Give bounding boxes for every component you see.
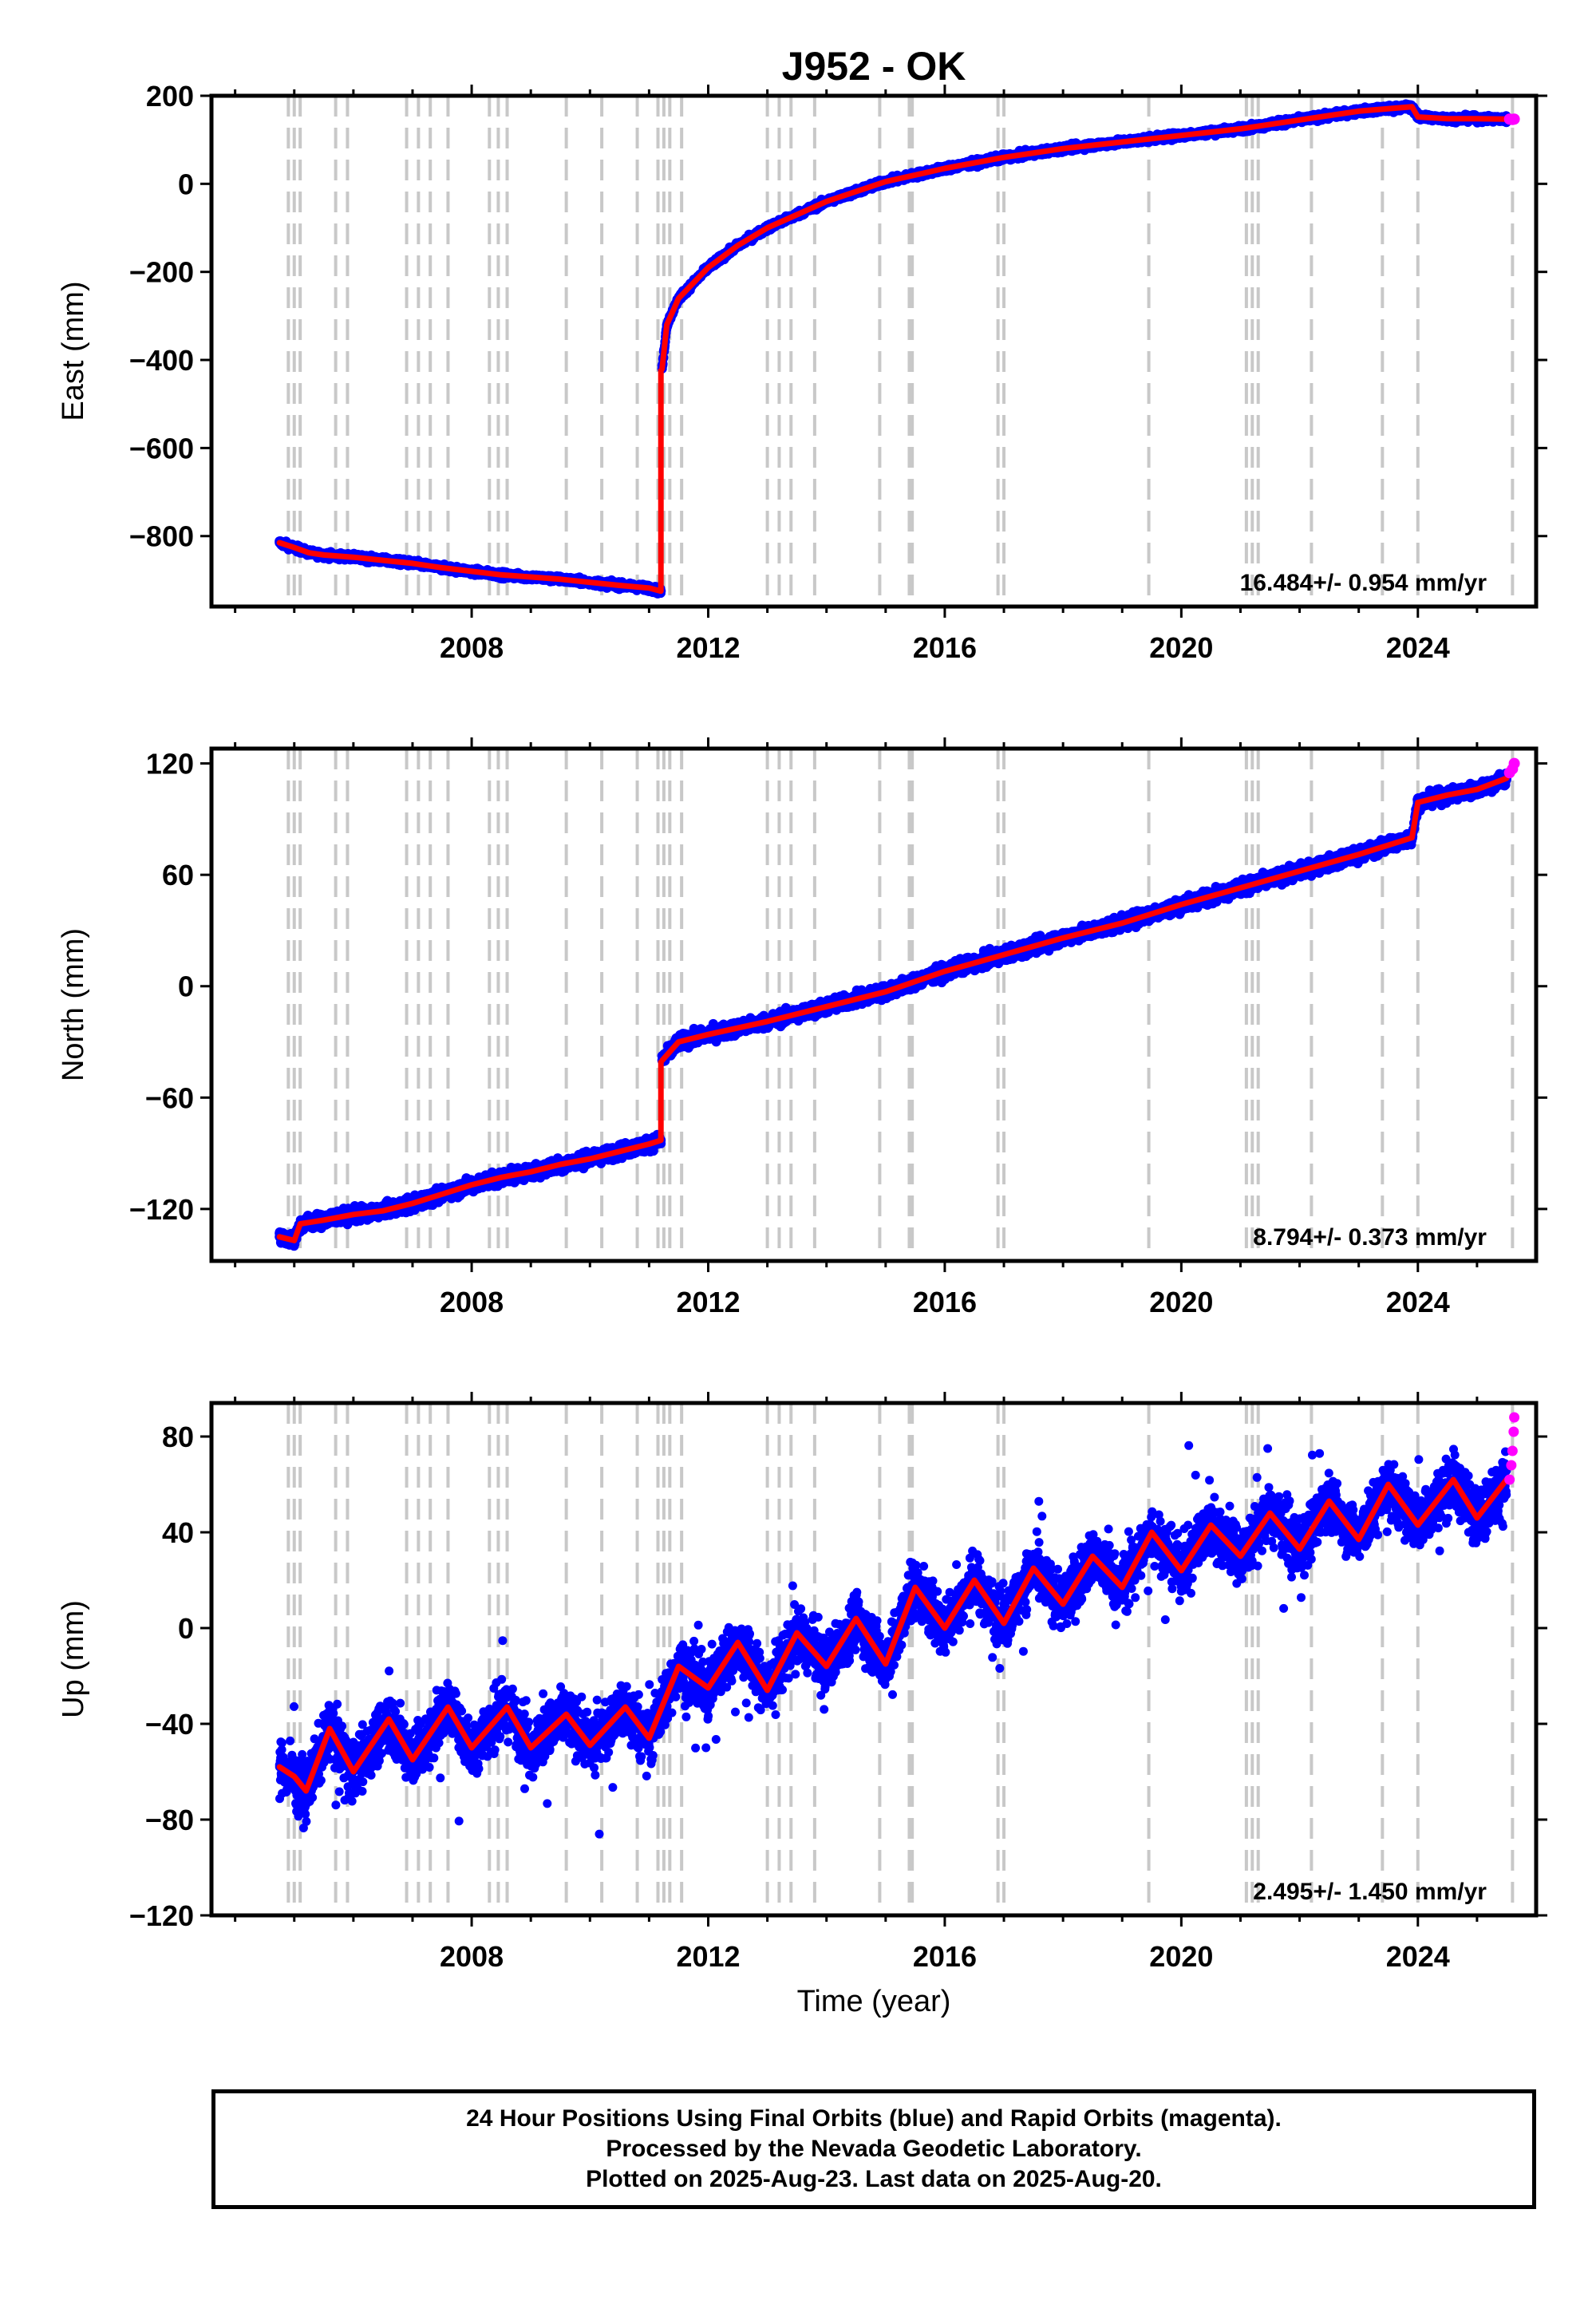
chart-title: J952 - OK <box>782 44 966 89</box>
east-series-0-points <box>275 536 666 599</box>
